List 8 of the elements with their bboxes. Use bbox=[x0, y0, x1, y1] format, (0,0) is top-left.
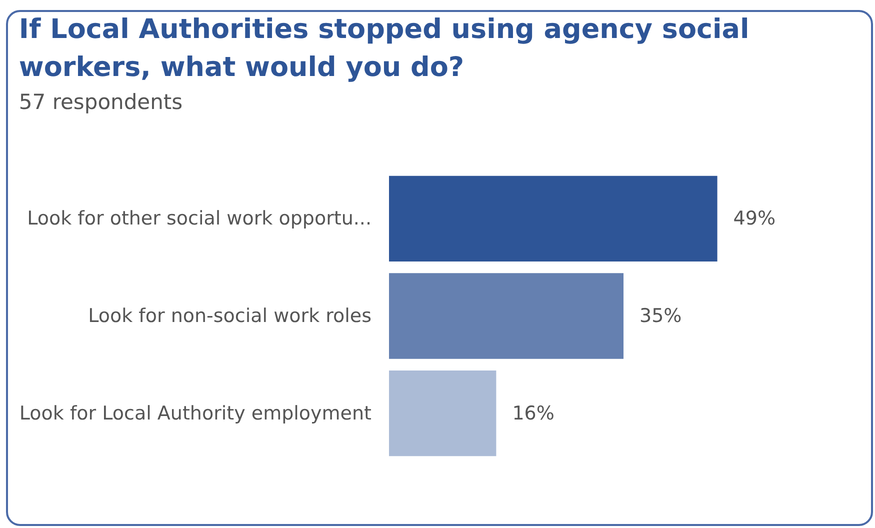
data-label: 35% bbox=[640, 305, 682, 327]
chart-title: If Local Authorities stopped using agency social workers, what would you do? bbox=[18, 14, 750, 83]
y-tick-label: Look for Local Authority employment bbox=[19, 402, 372, 424]
y-tick-label: Look for non-social work roles bbox=[88, 305, 372, 327]
data-label: 16% bbox=[512, 402, 554, 424]
data-label: 49% bbox=[733, 208, 776, 230]
text: 57 respondents bbox=[18, 90, 183, 114]
y-tick-label: Look for other social work opportu... bbox=[27, 208, 372, 230]
